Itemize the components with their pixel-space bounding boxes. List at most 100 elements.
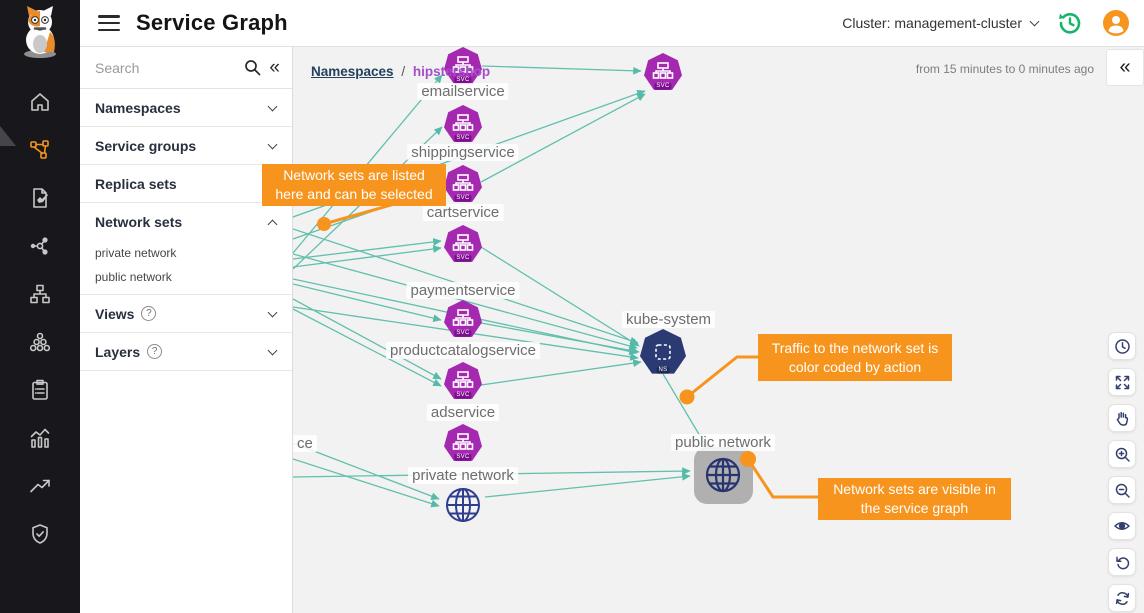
nav-dashboard[interactable] bbox=[0, 414, 80, 462]
node-label: public network bbox=[671, 434, 775, 451]
service-graph-icon bbox=[30, 140, 49, 159]
visibility-icon bbox=[1114, 522, 1130, 530]
service-badge: SVC bbox=[454, 454, 472, 461]
help-icon[interactable]: ? bbox=[147, 344, 163, 359]
search-input[interactable] bbox=[95, 59, 237, 76]
divider bbox=[80, 289, 292, 295]
cluster-selector[interactable]: Cluster: management-cluster bbox=[842, 15, 1040, 31]
calico-cat-logo bbox=[24, 6, 56, 58]
node-label: private network bbox=[408, 467, 518, 484]
zoom-in-icon bbox=[1115, 447, 1130, 462]
fit-view-icon bbox=[1115, 375, 1129, 389]
sidebar-item-service-groups[interactable]: Service groups bbox=[80, 127, 292, 165]
fit-view-button[interactable] bbox=[1108, 368, 1136, 396]
section-label: Views bbox=[95, 305, 135, 322]
time-range-label: from 15 minutes to 0 minutes ago bbox=[915, 62, 1094, 76]
app-header: Service Graph Cluster: management-cluste… bbox=[80, 0, 1144, 47]
service-icon bbox=[452, 433, 474, 450]
sidebar-item-views[interactable]: Views ? bbox=[80, 295, 292, 333]
visibility-button[interactable] bbox=[1108, 512, 1136, 540]
nav-compliance[interactable] bbox=[0, 366, 80, 414]
zoom-out-button[interactable] bbox=[1108, 476, 1136, 504]
node-paymentservice[interactable]: SVC bbox=[444, 225, 482, 262]
node-label: kube-system bbox=[622, 311, 716, 328]
nav-components[interactable] bbox=[0, 222, 80, 270]
chevron-down-icon bbox=[267, 345, 278, 355]
service-icon bbox=[652, 62, 674, 79]
chevron-down-icon bbox=[1029, 16, 1040, 27]
collapse-icon: « bbox=[1119, 56, 1131, 78]
nav-home[interactable] bbox=[0, 78, 80, 126]
components-icon bbox=[30, 237, 48, 255]
hamburger-menu-icon[interactable] bbox=[98, 15, 120, 31]
annotation-network-sets-list: Network sets are listed here and can be … bbox=[262, 164, 446, 206]
globe-icon bbox=[705, 457, 741, 493]
breadcrumb-separator: / bbox=[401, 64, 406, 79]
nav-service-graph[interactable] bbox=[0, 126, 80, 174]
zoom-out-icon bbox=[1115, 483, 1130, 498]
pan-icon bbox=[1116, 411, 1128, 426]
graph-edges bbox=[293, 65, 710, 508]
undo-icon bbox=[1115, 556, 1129, 569]
history-icon[interactable] bbox=[1056, 9, 1084, 37]
user-avatar[interactable] bbox=[1102, 9, 1130, 37]
network-set-item-public[interactable]: public network bbox=[95, 270, 172, 284]
refresh-icon bbox=[1115, 591, 1129, 605]
sidebar-item-replica-sets[interactable]: Replica sets bbox=[80, 165, 292, 203]
pan-button[interactable] bbox=[1108, 404, 1136, 432]
node-label: productcatalogservice bbox=[386, 342, 540, 359]
nav-clusters[interactable] bbox=[0, 318, 80, 366]
annotation-network-sets-graph: Network sets are visible in the service … bbox=[818, 478, 1011, 520]
cluster-selector-label: Cluster: management-cluster bbox=[842, 15, 1022, 31]
sidebar-item-network-sets[interactable]: Network sets bbox=[80, 203, 292, 241]
policies-icon bbox=[33, 188, 48, 208]
namespace-icon bbox=[655, 344, 671, 360]
service-icon bbox=[452, 114, 474, 131]
nav-network[interactable] bbox=[0, 270, 80, 318]
graph-sidebar: « Namespaces Service groups Replica sets… bbox=[80, 47, 293, 613]
sidebar-item-layers[interactable]: Layers ? bbox=[80, 333, 292, 371]
undo-button[interactable] bbox=[1108, 548, 1136, 576]
service-badge: SVC bbox=[454, 392, 472, 399]
namespace-badge: NS bbox=[656, 367, 670, 374]
truncated-node-label: ce bbox=[293, 435, 317, 452]
time-button[interactable] bbox=[1108, 332, 1136, 360]
service-badge: SVC bbox=[454, 255, 472, 262]
service-icon bbox=[452, 309, 474, 326]
section-label: Namespaces bbox=[95, 99, 181, 116]
compliance-icon bbox=[32, 379, 48, 400]
node-private-network[interactable] bbox=[443, 485, 483, 530]
dashboard-icon bbox=[30, 428, 50, 448]
globe-icon bbox=[446, 488, 480, 522]
zoom-in-button[interactable] bbox=[1108, 440, 1136, 468]
refresh-button[interactable] bbox=[1108, 584, 1136, 612]
section-label: Network sets bbox=[95, 214, 183, 230]
network-set-item-private[interactable]: private network bbox=[95, 246, 177, 260]
help-icon[interactable]: ? bbox=[141, 306, 157, 321]
service-badge: SVC bbox=[454, 330, 472, 337]
node-public-network[interactable] bbox=[703, 455, 743, 500]
sidebar-item-namespaces[interactable]: Namespaces bbox=[80, 89, 292, 127]
breadcrumb-namespaces-link[interactable]: Namespaces bbox=[311, 64, 394, 79]
service-badge: SVC bbox=[454, 77, 472, 84]
section-label: Layers bbox=[95, 343, 141, 360]
graph-toolbar bbox=[1108, 332, 1136, 612]
service-icon bbox=[452, 371, 474, 388]
panel-collapse-button[interactable]: « bbox=[1106, 49, 1144, 86]
chevron-down-icon bbox=[267, 101, 278, 111]
nav-threat-defense[interactable] bbox=[0, 510, 80, 558]
sidebar-collapse-icon[interactable]: « bbox=[269, 57, 280, 78]
service-badge: SVC bbox=[454, 195, 472, 202]
chevron-down-icon bbox=[267, 307, 278, 317]
threat-defense-icon bbox=[32, 524, 48, 544]
nav-trends[interactable] bbox=[0, 462, 80, 510]
nav-rail bbox=[0, 0, 80, 613]
clusters-icon bbox=[29, 332, 51, 352]
nav-policies[interactable] bbox=[0, 174, 80, 222]
search-icon[interactable] bbox=[244, 59, 261, 76]
service-icon bbox=[452, 174, 474, 191]
service-graph-canvas[interactable]: Namespaces / hipstershop from 15 minutes… bbox=[293, 47, 1144, 613]
network-icon bbox=[30, 284, 50, 304]
trends-icon bbox=[30, 479, 50, 493]
